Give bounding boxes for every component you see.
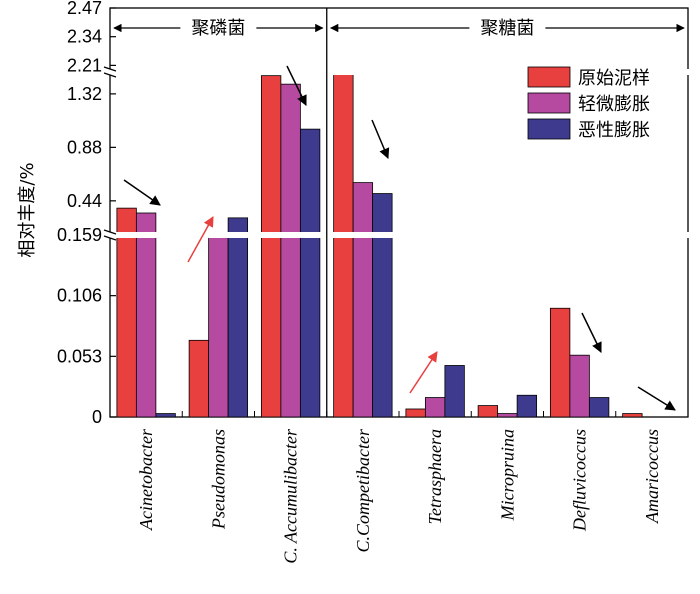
legend-swatch <box>527 66 571 88</box>
bar <box>227 217 249 418</box>
y-tick-label: 0.88 <box>67 137 102 157</box>
y-tick-label: 2.47 <box>67 0 102 18</box>
trend-arrow <box>409 351 438 394</box>
legend-label: 恶性膨胀 <box>578 120 650 141</box>
trend-arrow <box>637 386 676 411</box>
x-tick-label: Defluvicoccus <box>570 429 590 532</box>
axis-break-gap <box>105 232 693 238</box>
y-tick-label: 0.159 <box>57 225 102 245</box>
x-tick-label: Acinetobacter <box>136 428 156 531</box>
bar <box>333 69 354 418</box>
y-tick-label: 0.053 <box>57 346 102 366</box>
trend-arrow <box>187 216 214 263</box>
x-tick-label: Tetrasphaera <box>425 429 445 524</box>
x-tick-label: Amaricoccus <box>642 429 662 524</box>
bar <box>477 405 499 418</box>
group-label: 聚磷菌 <box>191 18 245 39</box>
bar <box>135 212 157 418</box>
axis-break-mark <box>103 72 117 78</box>
bar <box>497 413 518 418</box>
bar <box>260 75 282 418</box>
bar <box>569 354 590 418</box>
bar <box>155 413 176 418</box>
bar <box>208 234 229 418</box>
y-tick-label: 0.106 <box>57 286 102 306</box>
x-tick-label: C. Accumulibacter <box>281 428 301 564</box>
trend-arrow <box>371 119 390 159</box>
x-tick-label: Micropruina <box>497 429 517 521</box>
bar <box>352 182 374 418</box>
trend-arrow <box>581 312 602 353</box>
legend-swatch <box>527 92 571 114</box>
y-tick-label: 2.21 <box>67 55 102 75</box>
y-axis-label: 相对丰度/% <box>17 162 38 257</box>
trend-arrow <box>123 179 161 206</box>
legend-label: 轻微膨胀 <box>578 94 650 115</box>
bar <box>588 397 610 418</box>
axis-break-gap <box>105 69 693 75</box>
bar <box>424 397 446 418</box>
bar <box>299 128 321 418</box>
axis-break-mark <box>103 235 117 241</box>
bar <box>280 83 301 418</box>
bar <box>549 307 571 418</box>
bar <box>516 394 538 418</box>
trend-arrow <box>286 65 307 106</box>
bar <box>116 207 137 418</box>
y-tick-label: 1.32 <box>67 84 102 104</box>
bar <box>405 408 426 418</box>
bar <box>188 339 210 418</box>
legend-swatch <box>527 118 571 140</box>
bar <box>372 193 393 418</box>
axis-break-mark <box>103 229 117 235</box>
y-tick-label: 0 <box>92 407 102 427</box>
plot-area: 0 0.053 0.106 0.159 0.44 0.88 1.32 2.21 2.34 2.47… <box>57 0 693 564</box>
axis-break-mark <box>103 66 117 72</box>
y-tick-label: 0.44 <box>67 191 102 211</box>
x-tick-label: C.Competibacter <box>353 428 373 552</box>
legend-label: 原始泥样 <box>578 68 650 89</box>
y-tick-label: 2.34 <box>67 27 102 47</box>
bar <box>444 365 465 418</box>
group-label: 聚糖菌 <box>480 18 534 39</box>
bar <box>622 413 643 418</box>
x-tick-label: Pseudomonas <box>208 429 228 530</box>
